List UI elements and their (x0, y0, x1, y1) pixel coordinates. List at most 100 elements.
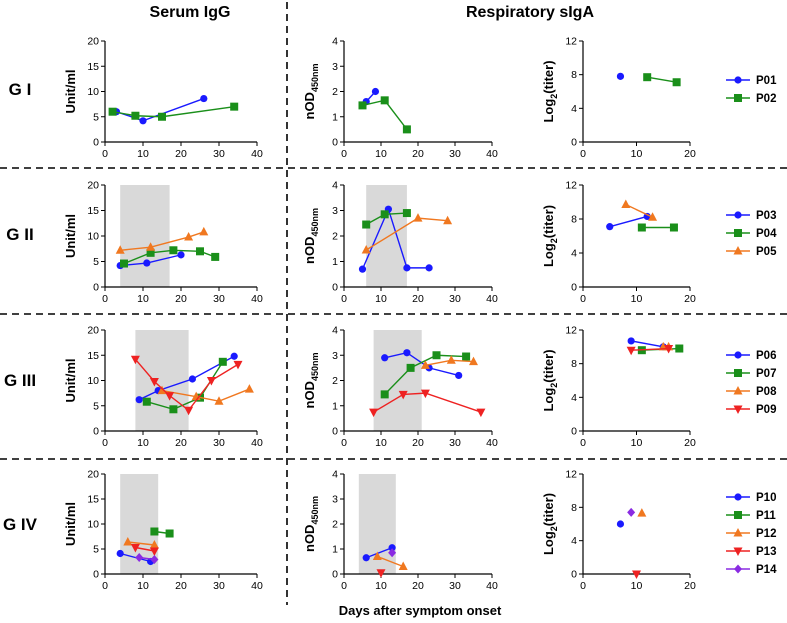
data-point-P04 (169, 246, 178, 255)
x-tick-label: 20 (684, 580, 696, 592)
data-point-P05 (361, 245, 371, 254)
y-tick-label: 8 (571, 502, 577, 514)
series-P10 (616, 520, 625, 528)
x-tick-label: 0 (580, 580, 586, 592)
data-point-P07 (169, 405, 178, 414)
legend-label: P05 (756, 246, 777, 258)
data-point-P06 (135, 396, 143, 404)
data-point-P04 (196, 247, 204, 256)
shaded-period (135, 330, 189, 431)
y-tick-label: 15 (87, 205, 99, 217)
series-P05 (115, 226, 209, 254)
data-point-P10 (116, 549, 124, 558)
y-tick-label: 20 (87, 180, 99, 192)
chart-9: 0 4 8 12 0 10 20 Log2(titer) (541, 325, 696, 450)
series-P04 (637, 223, 678, 232)
series-line-P12 (377, 555, 404, 568)
x-tick-label: 0 (341, 293, 347, 305)
data-point-P12 (149, 540, 159, 549)
legend-label: P03 (756, 210, 776, 222)
series-P04 (362, 209, 411, 229)
y-axis-label: Unit/ml (63, 502, 78, 546)
x-tick-label: 40 (486, 437, 498, 449)
chart-6: 0 4 8 12 0 10 20 Log2(titer) (541, 180, 696, 306)
y-axis-label: nOD450nm (302, 208, 320, 264)
legend-item-P05: P05 (726, 246, 777, 258)
x-tick-label: 10 (375, 293, 387, 305)
y-tick-label: 1 (332, 111, 338, 123)
x-tick-label: 0 (102, 437, 108, 449)
data-point-P01 (616, 72, 625, 80)
data-point-P05 (115, 245, 125, 254)
y-tick-label: 2 (332, 519, 338, 531)
y-tick-label: 3 (332, 205, 338, 217)
series-P12 (372, 551, 408, 570)
legend-label: P09 (756, 404, 776, 416)
legend-item-P06: P06 (726, 350, 776, 362)
legend-label: P10 (756, 492, 776, 504)
y-axis-label: Unit/ml (63, 358, 78, 402)
legend-marker (734, 94, 742, 102)
data-point-P02 (672, 78, 681, 87)
data-point-P06 (381, 354, 389, 362)
data-point-P08 (446, 355, 456, 364)
data-point-P05 (443, 215, 453, 225)
series-line-P06 (138, 355, 235, 401)
legend-marker (733, 386, 743, 395)
data-point-P02 (131, 111, 140, 120)
data-point-P09 (233, 360, 243, 370)
series-P09 (130, 355, 243, 416)
series-P01 (616, 72, 625, 80)
y-tick-label: 5 (93, 400, 99, 412)
data-point-P06 (455, 371, 463, 380)
x-tick-label: 30 (449, 293, 461, 305)
chart-3: 0 4 8 12 0 10 20 Log2(titer) (541, 36, 696, 161)
legend-area: P01 P02 P03 P04 P05 P06 P07 P08 P09 P10 P11 P12 P13 P… (726, 75, 777, 576)
legend-marker (734, 493, 742, 501)
y-tick-label: 4 (571, 248, 577, 260)
y-axis-label: Log2(titer) (541, 493, 559, 555)
data-point-P07 (380, 390, 389, 399)
y-tick-label: 10 (87, 231, 99, 243)
y-tick-label: 4 (332, 180, 338, 192)
legend-label: P12 (756, 528, 776, 540)
x-tick-label: 10 (375, 148, 387, 160)
data-point-P05 (184, 232, 194, 241)
legend-label: P01 (756, 75, 777, 87)
x-tick-label: 10 (631, 580, 643, 592)
x-tick-label: 30 (449, 148, 461, 160)
series-P04 (120, 246, 220, 268)
y-tick-label: 0 (332, 426, 338, 438)
x-tick-label: 40 (251, 148, 263, 160)
y-tick-label: 1 (332, 400, 338, 412)
legend-marker (734, 76, 742, 84)
x-tick-label: 0 (341, 148, 347, 160)
x-tick-label: 0 (580, 437, 586, 449)
y-tick-label: 3 (332, 494, 338, 506)
y-tick-label: 0 (571, 426, 577, 438)
series-line-P03 (361, 207, 430, 270)
x-tick-label: 20 (412, 293, 424, 305)
y-axis-label: Unit/ml (63, 214, 78, 258)
series-P14 (627, 507, 636, 517)
x-tick-label: 40 (251, 580, 263, 592)
series-line-P13 (135, 546, 155, 552)
y-tick-label: 8 (571, 69, 577, 81)
data-point-P02 (358, 101, 367, 110)
y-tick-label: 10 (87, 86, 99, 98)
group-label-1: G I (9, 80, 32, 99)
legend-marker (734, 369, 742, 377)
data-point-P05 (146, 242, 156, 251)
group-label-3: G III (4, 371, 36, 390)
data-point-P09 (369, 408, 379, 418)
legend-marker (734, 211, 742, 219)
y-tick-label: 8 (571, 214, 577, 226)
series-P06 (381, 349, 463, 380)
x-tick-label: 10 (375, 580, 387, 592)
data-point-P11 (165, 529, 174, 538)
x-tick-label: 40 (251, 293, 263, 305)
series-line-P12 (127, 541, 155, 546)
series-P13 (130, 544, 159, 556)
series-P13 (376, 569, 386, 578)
